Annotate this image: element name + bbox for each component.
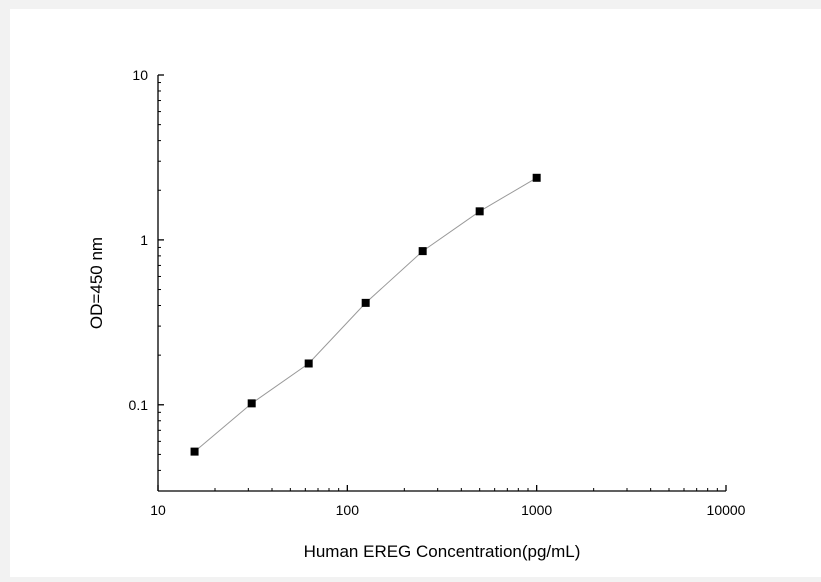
y-tick-label: 1	[140, 232, 148, 248]
data-point	[304, 359, 313, 368]
y-tick-label: 0.1	[129, 397, 149, 413]
x-axis-label: Human EREG Concentration(pg/mL)	[304, 542, 581, 561]
y-axis-label: OD=450 nm	[87, 237, 106, 329]
chart-svg: 10 100 1000 10000 0.1 1 10 Human EREG Concentr…	[87, 67, 746, 561]
x-tick-label: 10	[150, 502, 166, 518]
axes: 10 100 1000 10000 0.1 1 10	[129, 67, 746, 518]
chart-figure: 10 100 1000 10000 0.1 1 10 Human EREG Concentr…	[10, 9, 821, 577]
x-tick-label: 10000	[707, 502, 746, 518]
y-tick-label: 10	[132, 67, 148, 83]
data-point	[475, 207, 484, 216]
data-point	[418, 247, 427, 256]
series-polyline	[194, 177, 537, 452]
data-points	[190, 173, 541, 456]
data-point	[532, 173, 541, 182]
data-point	[361, 298, 370, 307]
x-tick-label: 100	[336, 502, 360, 518]
data-point	[190, 447, 199, 456]
x-tick-label: 1000	[521, 502, 552, 518]
series-line	[194, 177, 537, 452]
data-point	[247, 399, 256, 408]
